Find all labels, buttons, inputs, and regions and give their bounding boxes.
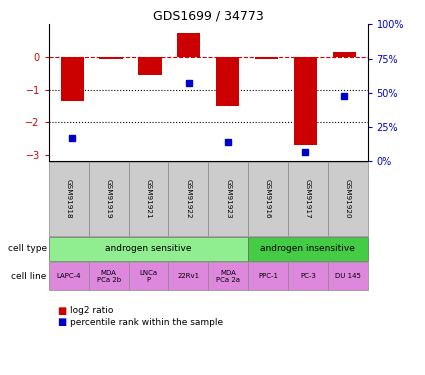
Text: androgen sensitive: androgen sensitive: [105, 244, 192, 254]
Text: MDA
PCa 2a: MDA PCa 2a: [216, 270, 240, 283]
Bar: [177, 33, 201, 57]
Text: LAPC-4: LAPC-4: [57, 273, 81, 279]
Text: cell line: cell line: [11, 272, 47, 281]
Bar: [216, 57, 239, 106]
Text: ■: ■: [57, 306, 67, 316]
Text: PC-3: PC-3: [300, 273, 316, 279]
Text: LNCa
P: LNCa P: [139, 270, 158, 283]
Text: GSM91918: GSM91918: [66, 179, 72, 219]
Text: GSM91920: GSM91920: [345, 179, 351, 219]
Text: PPC-1: PPC-1: [258, 273, 278, 279]
Bar: [294, 57, 317, 145]
Text: GSM91922: GSM91922: [185, 179, 191, 219]
Text: GSM91919: GSM91919: [106, 179, 112, 219]
Text: GSM91916: GSM91916: [265, 179, 271, 219]
Bar: [255, 57, 278, 58]
Text: MDA
PCa 2b: MDA PCa 2b: [96, 270, 121, 283]
Text: androgen insensitive: androgen insensitive: [261, 244, 355, 254]
Text: percentile rank within the sample: percentile rank within the sample: [70, 318, 223, 327]
Text: GSM91921: GSM91921: [145, 179, 151, 219]
Bar: [99, 57, 123, 58]
Text: DU 145: DU 145: [335, 273, 361, 279]
Text: cell type: cell type: [8, 244, 47, 254]
Text: 22Rv1: 22Rv1: [177, 273, 199, 279]
Text: GSM91917: GSM91917: [305, 179, 311, 219]
Bar: [60, 57, 84, 101]
Text: ▶: ▶: [51, 271, 59, 281]
Text: ▶: ▶: [51, 244, 59, 254]
Text: ■: ■: [57, 317, 67, 327]
Text: GSM91923: GSM91923: [225, 179, 231, 219]
Text: log2 ratio: log2 ratio: [70, 306, 113, 315]
Bar: [333, 52, 356, 57]
Bar: [138, 57, 162, 75]
Text: GDS1699 / 34773: GDS1699 / 34773: [153, 9, 264, 22]
